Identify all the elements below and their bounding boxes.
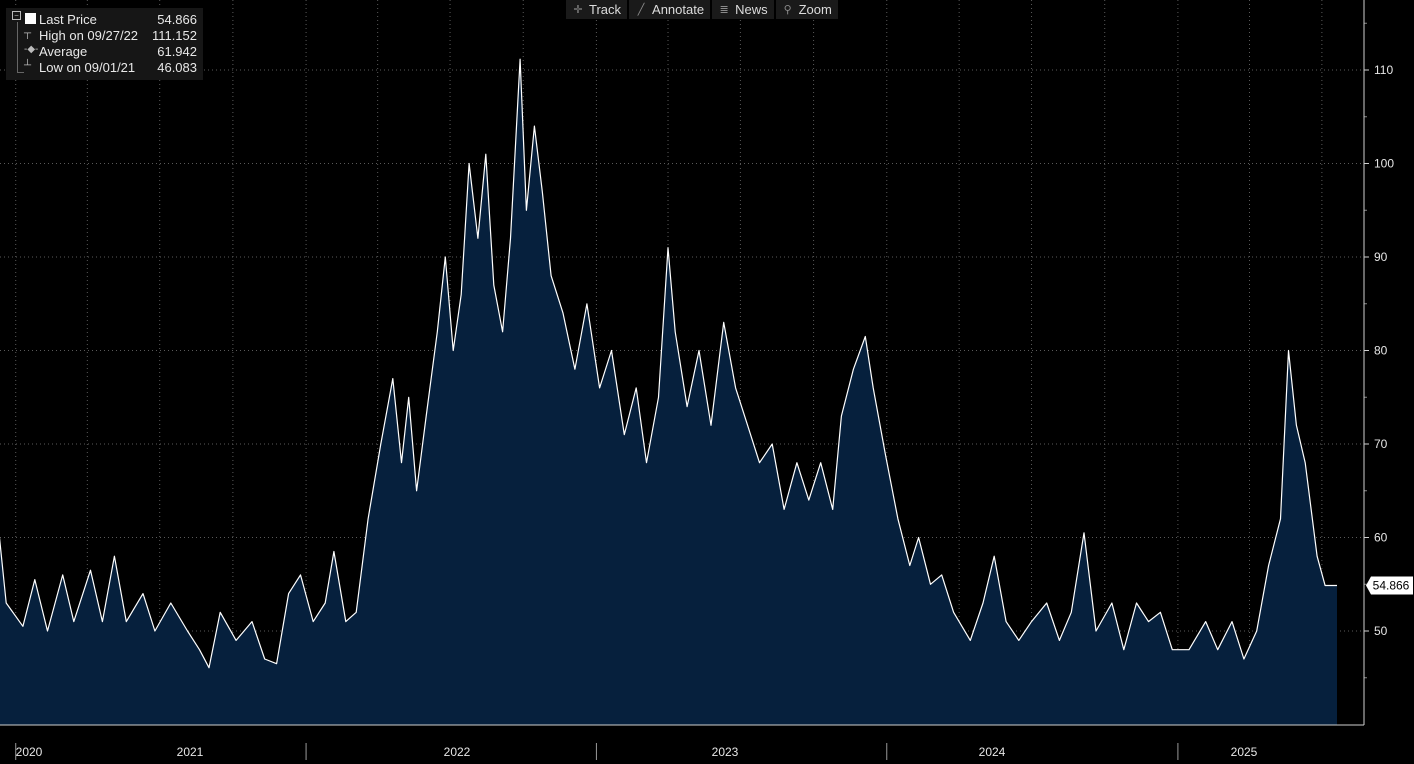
- legend-avg-value: 61.942: [157, 43, 197, 59]
- annotate-button[interactable]: ╱ Annotate: [629, 0, 711, 19]
- y-tick-label: 110: [1374, 63, 1393, 77]
- y-tick-label: 50: [1374, 624, 1388, 638]
- low-marker-icon: ┴: [24, 60, 32, 71]
- x-year-label: 2025: [1231, 745, 1258, 759]
- legend-high: ┬ High on 09/27/22 111.152: [6, 27, 197, 43]
- price-line: [0, 58, 1337, 669]
- track-label: Track: [589, 2, 622, 17]
- zoom-button[interactable]: ⚲ Zoom: [775, 0, 838, 19]
- y-tick-label: 80: [1374, 344, 1388, 358]
- y-tick-label: 70: [1374, 437, 1388, 451]
- legend-last-label: Last Price: [39, 11, 97, 27]
- legend-average: -◆- Average 61.942: [6, 43, 197, 59]
- last-price-label: 54.866: [1373, 578, 1410, 592]
- y-tick-label: 90: [1374, 250, 1388, 264]
- collapse-icon[interactable]: −: [12, 11, 21, 20]
- legend-last-price: Last Price 54.866: [6, 11, 197, 27]
- crosshair-icon: ✛: [573, 4, 583, 16]
- zoom-label: Zoom: [798, 2, 832, 17]
- legend-low: ┴ Low on 09/01/21 46.083: [6, 59, 197, 75]
- x-year-label: 2021: [177, 745, 204, 759]
- legend-high-value: 111.152: [151, 27, 197, 43]
- legend-low-label: Low on 09/01/21: [39, 59, 136, 75]
- price-area-fill: [0, 59, 1337, 725]
- x-year-label: 2022: [444, 745, 471, 759]
- news-icon: ≣: [719, 4, 729, 16]
- legend-bracket: [17, 22, 24, 73]
- legend-high-label: High on 09/27/22: [39, 27, 139, 43]
- legend-low-value: 46.083: [157, 59, 197, 75]
- y-tick-label: 100: [1374, 157, 1394, 171]
- news-button[interactable]: ≣ News: [712, 0, 774, 19]
- high-marker-icon: ┬: [24, 28, 32, 39]
- last-price-flag: [1366, 576, 1413, 595]
- news-label: News: [735, 2, 768, 17]
- annotate-label: Annotate: [652, 2, 705, 17]
- track-button[interactable]: ✛ Track: [566, 0, 628, 19]
- x-year-label: 2020: [16, 745, 43, 759]
- y-tick-label: 60: [1374, 531, 1388, 545]
- average-marker-icon: -◆-: [24, 44, 39, 55]
- series-swatch-icon: [25, 13, 36, 24]
- x-year-label: 2024: [979, 745, 1006, 759]
- legend-avg-label: Average: [39, 43, 88, 59]
- chart-legend: − Last Price 54.866 ┬ High on 09/27/22 1…: [6, 8, 203, 80]
- legend-last-value: 54.866: [157, 11, 197, 27]
- x-year-label: 2023: [712, 745, 739, 759]
- pencil-icon: ╱: [637, 4, 645, 16]
- magnifier-icon: ⚲: [783, 4, 792, 16]
- chart-toolbar: ✛ Track ╱ Annotate ≣ News ⚲ Zoom: [566, 0, 838, 19]
